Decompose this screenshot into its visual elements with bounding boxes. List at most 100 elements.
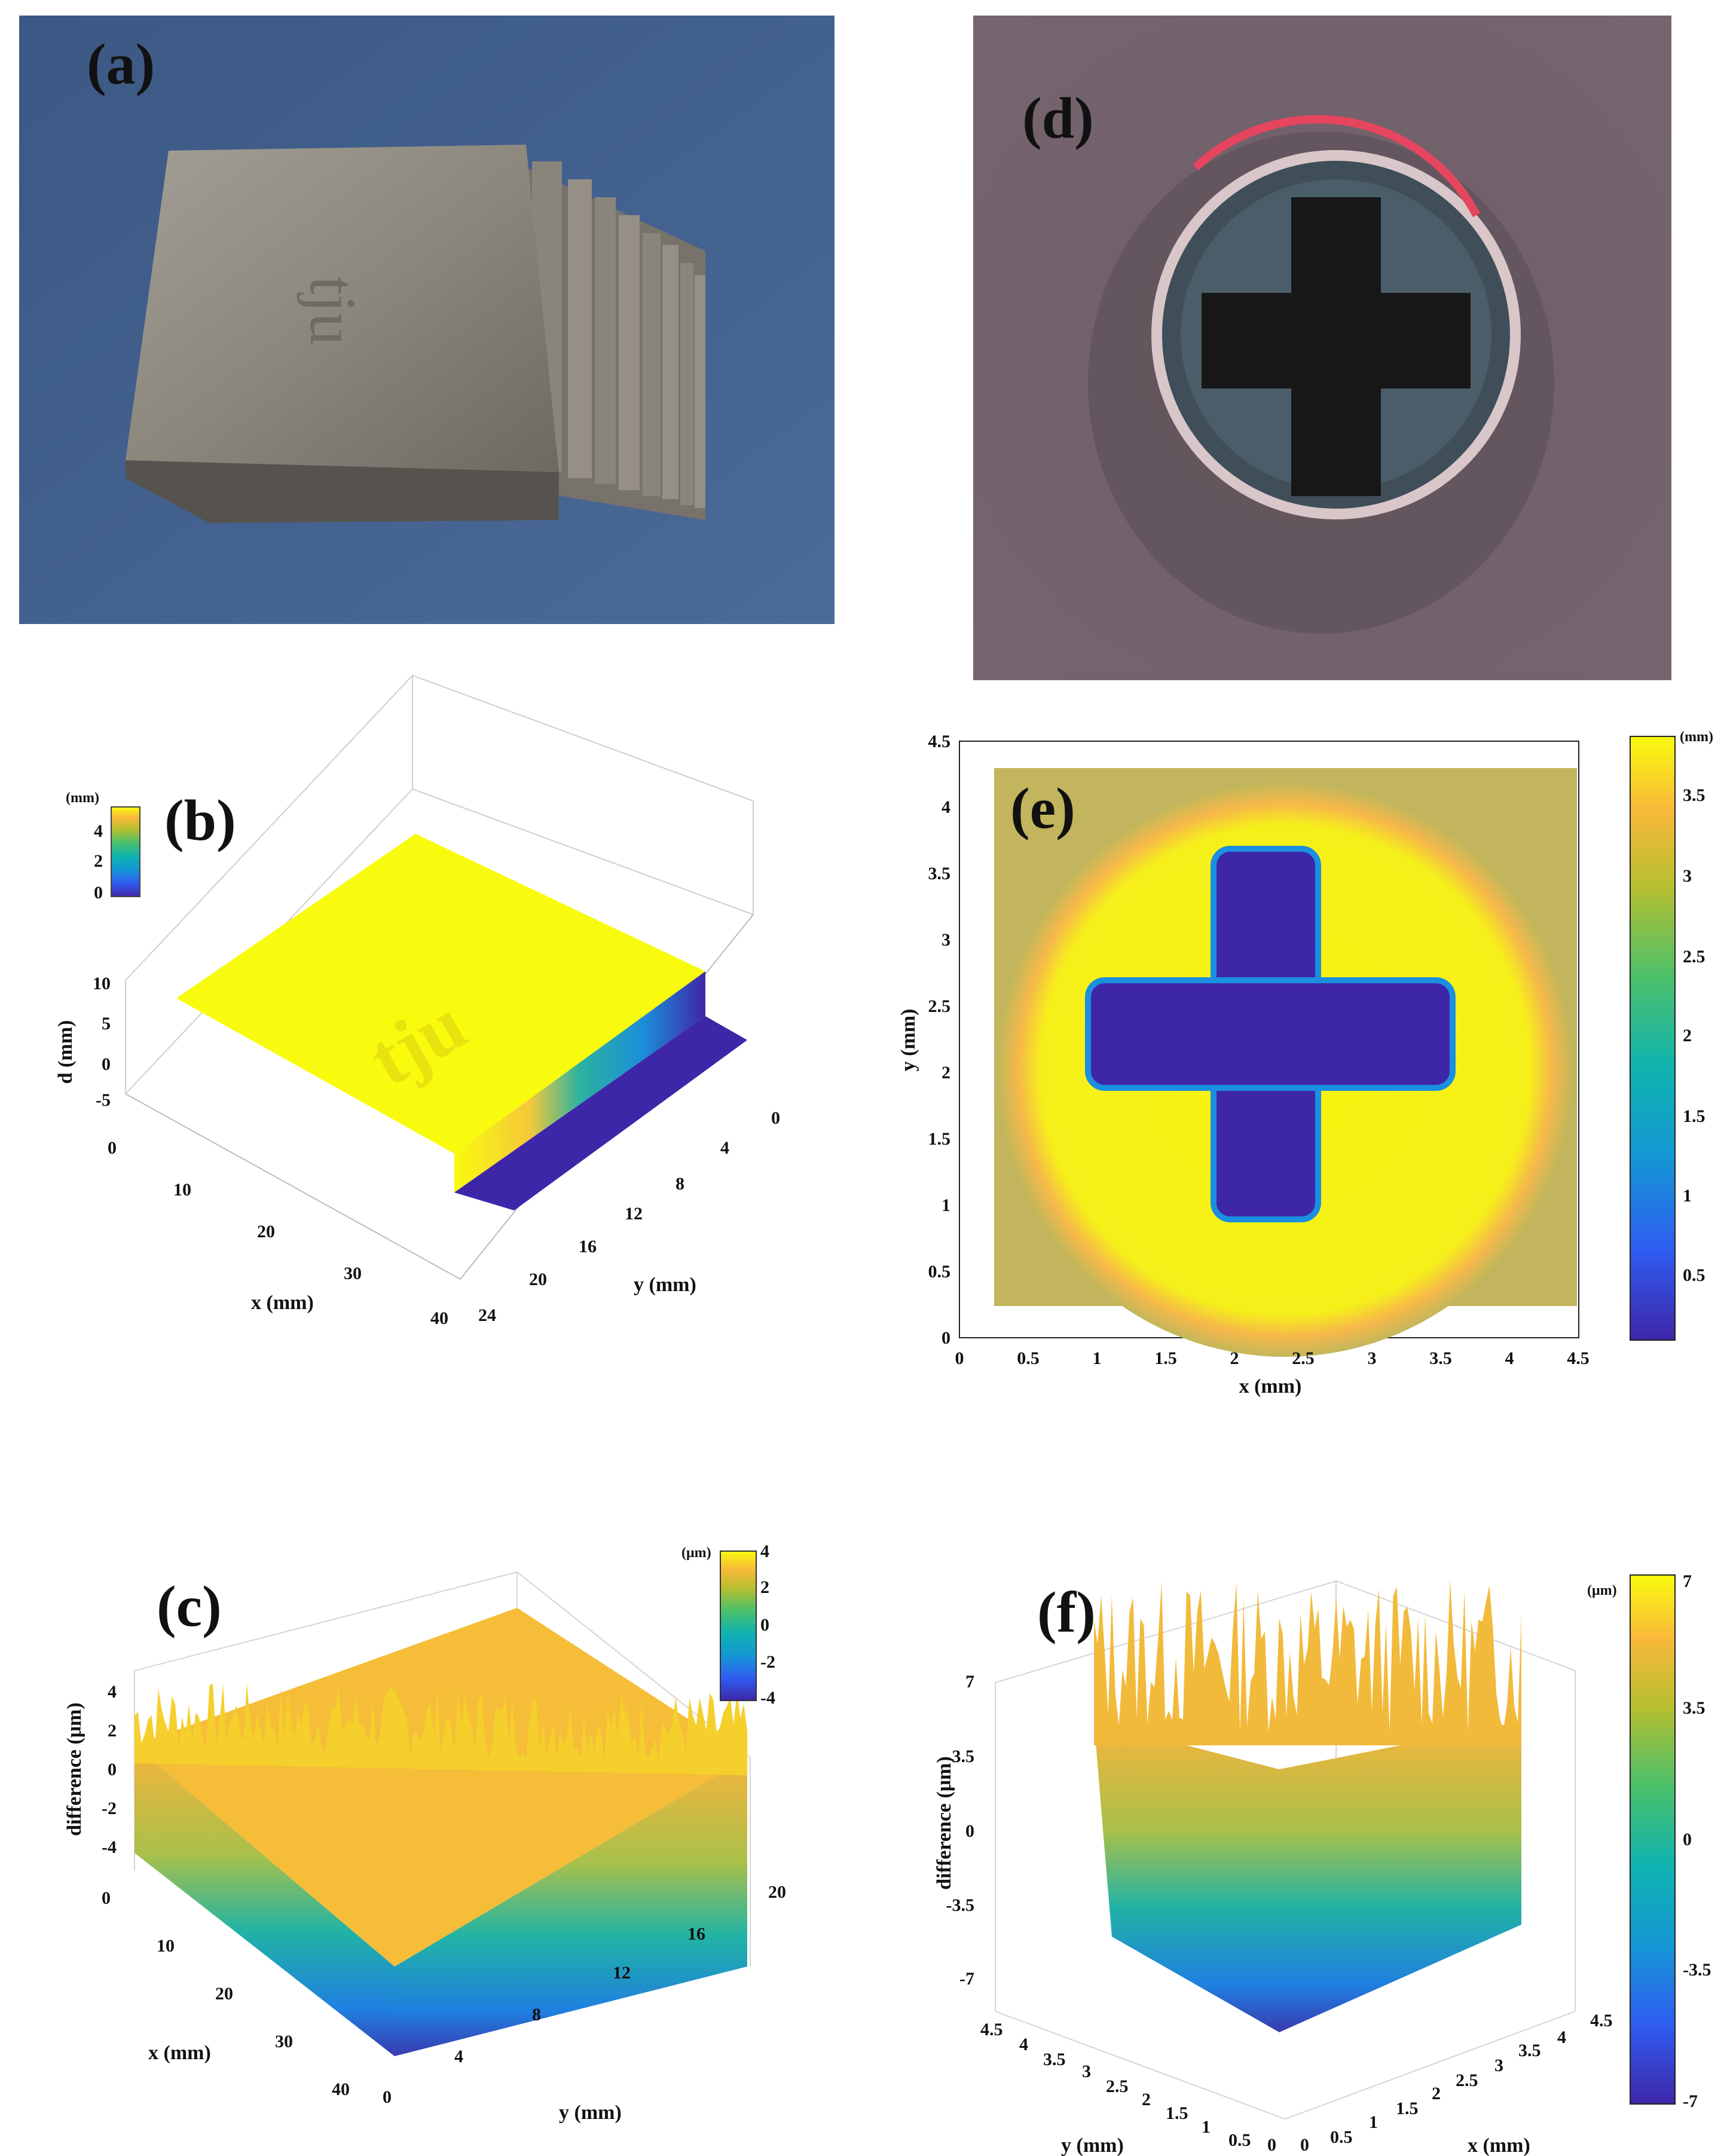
x-tick: 3.5: [1518, 2041, 1541, 2060]
y-tick: 0: [383, 2087, 392, 2107]
engraving-a: tju: [297, 276, 369, 345]
y-tick: 2.5: [1106, 2077, 1129, 2096]
y-tick: 1.5: [928, 1129, 951, 1149]
y-axis-e: 0 0.5 1 1.5 2 2.5 3 3.5 4 4.5 y (mm): [897, 732, 950, 1348]
x-tick: 30: [344, 1264, 362, 1283]
y-tick: 0: [942, 1328, 950, 1348]
z-tick: 5: [102, 1014, 111, 1033]
colorbar-tick: 1: [1683, 1186, 1692, 1206]
x-tick: 30: [275, 2032, 293, 2051]
x-label-f: x (mm): [1468, 2134, 1530, 2156]
y-tick: 4.5: [928, 732, 951, 751]
y-tick: 3: [942, 930, 950, 950]
colorbar-f: (μm) 7 3.5 0 -3.5 -7: [1587, 1571, 1711, 2111]
z-tick: -4: [102, 1837, 117, 1857]
panel-e-plot: 0 0.5 1 1.5 2 2.5 3 3.5 4 4.5 x (mm) 0 0…: [897, 729, 1713, 1397]
colorbar-tick: 3.5: [1683, 785, 1705, 805]
z-tick: 0: [108, 1760, 117, 1779]
step-stack: [532, 161, 705, 508]
colorbar-unit: (μm): [681, 1545, 711, 1561]
z-tick: -3.5: [946, 1895, 975, 1915]
surface-side-right-c: [395, 1757, 747, 2056]
x-tick: 3: [1494, 2056, 1503, 2075]
y-tick: 8: [532, 2005, 541, 2025]
y-tick: 3.5: [928, 864, 951, 883]
y-tick: 3.5: [1043, 2050, 1066, 2069]
surface-side-left-c: [135, 1745, 395, 2056]
panel-c-plot: 4 2 0 -2 -4 difference (μm) 0 10 20 30 4…: [63, 1542, 786, 2124]
panel-d-label: (d): [1022, 86, 1094, 151]
z-tick: -5: [96, 1090, 111, 1110]
z-tick: 0: [102, 1054, 111, 1074]
x-tick: 1: [1369, 2112, 1378, 2132]
colorbar-tick: 2.5: [1683, 947, 1705, 967]
x-tick: 20: [215, 1984, 233, 2004]
panel-d-photo: (d): [973, 16, 1671, 680]
y-tick: 20: [768, 1882, 786, 1902]
x-tick: 40: [332, 2079, 350, 2099]
z-tick: 2: [108, 1721, 117, 1741]
x-tick: 4.5: [1567, 1348, 1590, 1368]
colorbar-tick: 4: [94, 821, 103, 841]
z-tick: 7: [965, 1672, 974, 1692]
x-tick: 0: [108, 1138, 117, 1158]
colorbar-unit: (mm): [66, 790, 99, 806]
screw-cross-slot: [1202, 197, 1471, 496]
x-tick: 20: [257, 1222, 275, 1241]
noise-peaks-c: [135, 1683, 747, 1775]
colorbar-b: (mm) 4 2 0: [66, 790, 140, 903]
y-tick: 0.5: [1228, 2130, 1251, 2150]
z-axis-c: 4 2 0 -2 -4 difference (μm): [63, 1682, 117, 1857]
x-tick: 10: [173, 1180, 191, 1200]
block-top-face: [126, 145, 559, 472]
surface-side-right-f: [1279, 1721, 1521, 2032]
z-tick: 3.5: [952, 1747, 975, 1766]
y-tick: 0: [1267, 2135, 1276, 2155]
surface-top-b: [176, 834, 705, 1154]
y-tick: 0.5: [928, 1262, 951, 1282]
panel-f-label: (f): [1037, 1580, 1096, 1645]
x-tick: 0: [1300, 2135, 1309, 2155]
colorbar-tick: 3.5: [1683, 1698, 1705, 1718]
y-axis-c: 0 4 8 12 16 20 y (mm): [383, 1882, 786, 2124]
z-axis-b: 10 5 0 -5 d (mm): [54, 974, 111, 1110]
x-tick: 1.5: [1396, 2099, 1419, 2118]
x-tick: 1: [1093, 1348, 1102, 1368]
x-tick: 3: [1368, 1348, 1377, 1368]
colorbar-tick: -7: [1683, 2091, 1698, 2111]
y-tick: 4: [942, 797, 950, 817]
y-tick: 2: [1142, 2090, 1151, 2109]
z-tick: 4: [108, 1682, 117, 1702]
colorbar-tick: 2: [94, 851, 103, 871]
x-tick: 40: [430, 1308, 448, 1328]
y-label-e: y (mm): [897, 1009, 919, 1072]
y-tick: 1.5: [1166, 2103, 1188, 2123]
panel-b-plot: tju 10 5 0 -5 d (mm) 0 10 20 30 40 x (mm…: [54, 674, 780, 1328]
heatmap-cross: [1085, 846, 1456, 1222]
y-tick: 20: [529, 1270, 547, 1289]
x-tick: 2.5: [1292, 1348, 1315, 1368]
colorbar-c: (μm) 4 2 0 -2 -4: [681, 1542, 775, 1708]
surface-step-b: [454, 971, 705, 1192]
colorbar-tick: 0: [760, 1615, 769, 1635]
y-tick: 12: [613, 1963, 631, 1983]
y-axis-f: 4.5 4 3.5 3 2.5 2 1.5 1 0.5 0 y (mm): [980, 2020, 1276, 2156]
x-label-e: x (mm): [1239, 1375, 1302, 1397]
surface-low-b: [454, 1016, 747, 1210]
z-tick: -2: [102, 1799, 117, 1818]
y-tick: 24: [478, 1305, 496, 1325]
panel-b-label: (b): [164, 788, 236, 853]
surface-side-left-f: [1094, 1721, 1279, 2032]
y-tick: 1: [942, 1195, 950, 1215]
panel-a-label: (a): [87, 32, 155, 97]
colorbar-unit: (μm): [1587, 1583, 1617, 1598]
panel-a-photo: (a) tju: [19, 16, 835, 624]
x-tick: 0.5: [1017, 1348, 1040, 1368]
panel-f-plot: 7 3.5 0 -3.5 -7 difference (μm) 4.5 4 3.…: [933, 1571, 1711, 2156]
x-tick: 4: [1557, 2027, 1566, 2047]
z-label-c: difference (μm): [63, 1702, 85, 1836]
x-label-c: x (mm): [148, 2042, 211, 2064]
panel-c-label: (c): [157, 1574, 222, 1639]
x-tick: 0.5: [1330, 2127, 1353, 2147]
